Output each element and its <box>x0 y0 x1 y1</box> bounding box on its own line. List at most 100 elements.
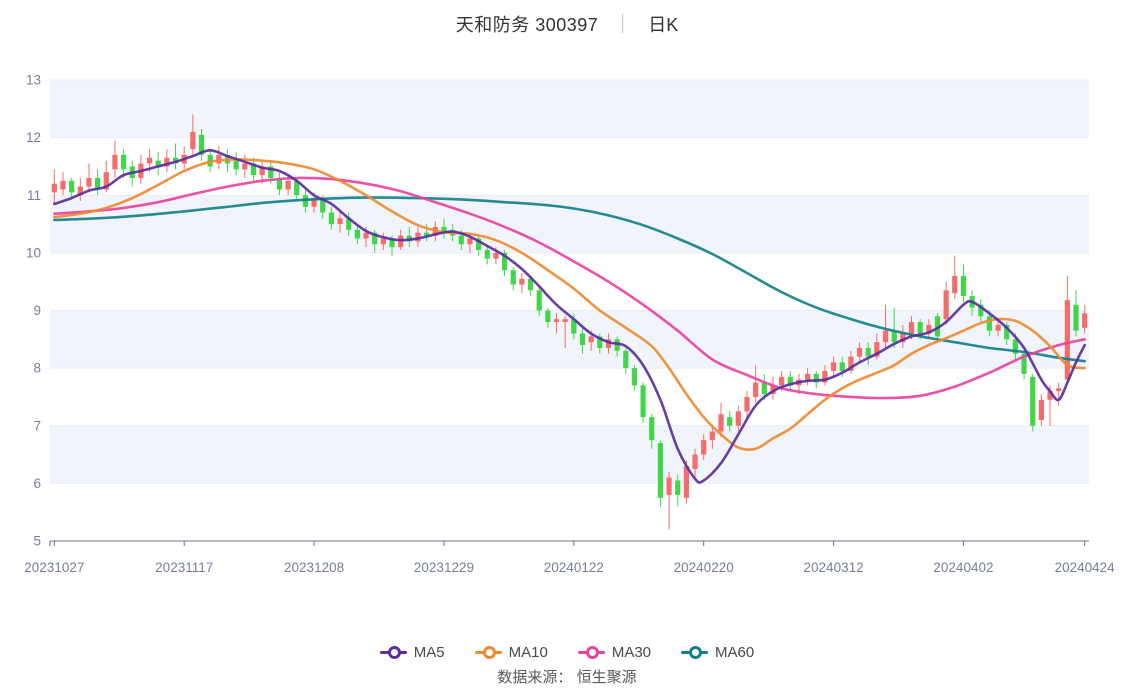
x-axis-label: 20240220 <box>674 560 734 575</box>
x-axis-label: 20240312 <box>804 560 864 575</box>
candle-body <box>519 278 525 285</box>
candle-body <box>1004 324 1010 340</box>
candle-body <box>415 232 421 242</box>
candle-body <box>571 319 577 334</box>
candle-body <box>683 466 689 498</box>
candle-body <box>822 371 828 383</box>
legend-item-ma10[interactable]: MA10 <box>474 643 548 661</box>
candle-body <box>242 163 248 170</box>
candle-body <box>475 238 482 250</box>
candle-body <box>960 275 967 297</box>
candle-body <box>614 339 620 351</box>
x-axis-label: 20240122 <box>544 560 604 575</box>
candle-body <box>285 180 291 190</box>
y-axis-label: 12 <box>26 130 41 145</box>
candle-body <box>753 382 759 397</box>
candle-body <box>51 183 57 193</box>
candle-body <box>164 157 170 167</box>
y-axis-label: 11 <box>27 188 41 203</box>
y-axis-label: 6 <box>33 476 41 491</box>
candle-body <box>1073 304 1079 331</box>
candle-body <box>77 186 83 196</box>
candle-body <box>103 172 109 190</box>
candle-body <box>865 347 871 357</box>
candle-body <box>692 454 698 469</box>
legend-label: MA5 <box>413 643 445 661</box>
y-axis-label: 10 <box>26 245 41 260</box>
candle-body <box>675 480 681 495</box>
candle-body <box>701 440 707 455</box>
candle-body <box>709 431 715 441</box>
y-axis-label: 5 <box>33 534 41 549</box>
candle-body <box>727 417 733 426</box>
candle-body <box>155 160 161 167</box>
stock-name-code: 天和防务 300397 <box>455 15 599 35</box>
candle-body <box>484 249 490 259</box>
candle-body <box>787 376 793 386</box>
candle-body <box>649 417 655 441</box>
candle-body <box>908 322 915 334</box>
candle-body <box>467 238 473 245</box>
candle-body <box>1012 339 1019 354</box>
candle-body <box>562 319 568 323</box>
candle-body <box>1021 353 1027 374</box>
candle-body <box>943 290 949 320</box>
ma30-line <box>53 176 1086 400</box>
kline-chart[interactable]: 5 6 7 8 9 10 11 12 13 20231027 20231117 20231208 202… <box>0 0 1134 630</box>
x-axis-label: 20231208 <box>284 560 344 575</box>
legend-item-ma30[interactable]: MA30 <box>577 643 652 661</box>
candle-body <box>952 275 958 294</box>
candle-body <box>588 336 594 343</box>
candle-body <box>1038 399 1044 420</box>
ma5-line-icon <box>379 645 407 659</box>
candle-body <box>95 177 101 190</box>
candle-body <box>666 477 672 495</box>
title-separator: │ <box>618 15 629 32</box>
candle-body <box>735 411 741 426</box>
candle-body <box>553 319 560 323</box>
candle-body <box>891 330 897 343</box>
candle-body <box>389 238 395 248</box>
candle-body <box>510 270 516 285</box>
candle-body <box>744 396 750 412</box>
candle-body <box>882 330 889 343</box>
candle-body <box>631 368 638 386</box>
candle-body <box>1030 376 1036 426</box>
candle-body <box>501 252 508 271</box>
candle-body <box>233 160 239 170</box>
candle-body <box>640 385 646 418</box>
candle-body <box>493 252 499 259</box>
candle-body <box>900 333 906 343</box>
candle-body <box>268 166 274 178</box>
candle-body <box>623 350 629 369</box>
candle-body <box>926 324 932 334</box>
candle-body <box>112 154 118 170</box>
candle-body <box>441 226 447 233</box>
candle-body <box>328 212 334 225</box>
legend-item-ma5[interactable]: MA5 <box>379 643 445 661</box>
legend-item-ma60[interactable]: MA60 <box>681 644 754 661</box>
candle-body <box>545 310 551 323</box>
candle-body <box>294 180 300 196</box>
candle-body <box>346 218 352 230</box>
candle-body <box>60 180 66 190</box>
legend-label: MA10 <box>508 643 548 661</box>
ma5-line <box>53 149 1086 484</box>
candle-body <box>1064 300 1070 380</box>
x-axis-label: 20231229 <box>414 560 474 575</box>
candle-body <box>848 356 854 372</box>
candle-body <box>934 316 941 337</box>
candle-body <box>259 166 265 176</box>
ma60-line-icon <box>681 645 709 659</box>
candle-body <box>917 322 923 334</box>
candle-body <box>779 376 785 386</box>
candle-body <box>198 134 205 155</box>
candle-body <box>761 382 767 395</box>
candle-body <box>380 238 386 245</box>
y-axis-label: 7 <box>33 418 41 433</box>
legend-label: MA30 <box>611 643 652 661</box>
candle-body <box>830 362 837 372</box>
y-axis-label: 8 <box>33 361 41 376</box>
x-axis-label: 20231117 <box>155 560 213 575</box>
candle-body <box>527 278 534 291</box>
